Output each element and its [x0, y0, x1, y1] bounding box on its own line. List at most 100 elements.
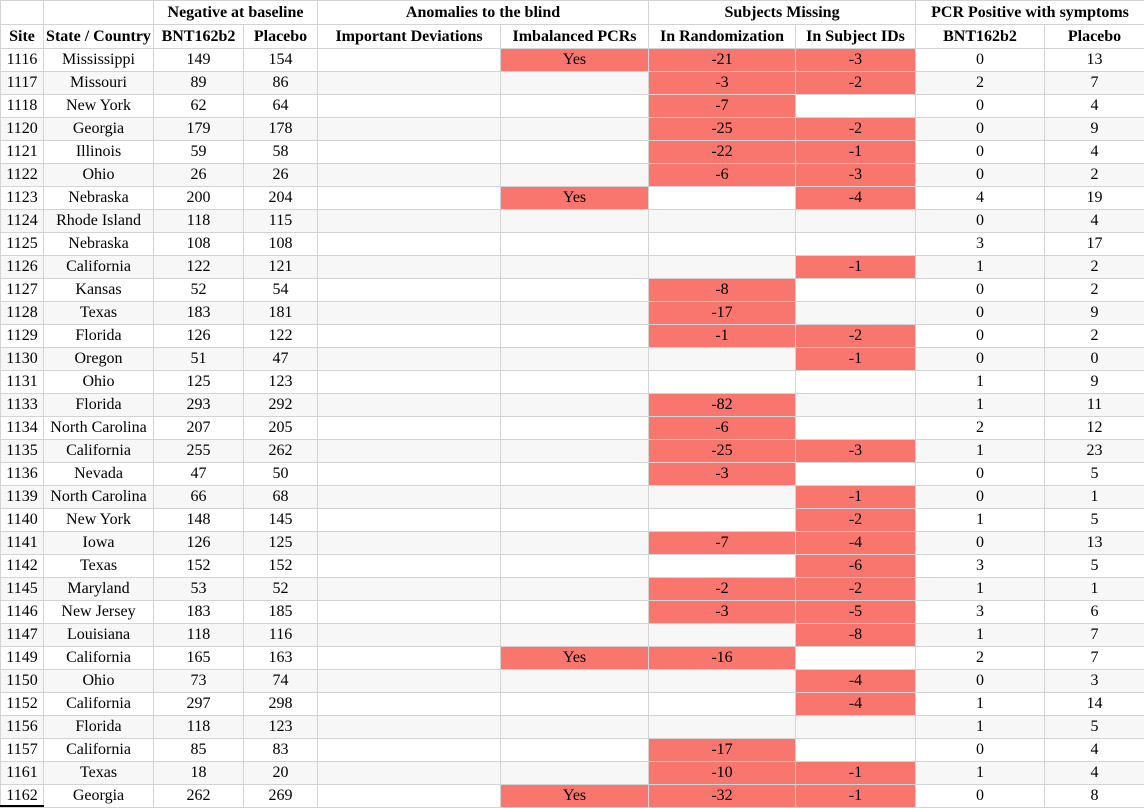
cell-important-deviations — [318, 417, 501, 440]
cell-neg-baseline-placebo: 292 — [244, 394, 318, 417]
cell-missing-in-subject-ids: -2 — [796, 578, 916, 601]
cell-imbalanced-pcrs — [501, 233, 649, 256]
cell-pcr-positive-placebo: 5 — [1045, 463, 1144, 486]
cell-pcr-positive-bnt162b2: 1 — [916, 256, 1045, 279]
cell-missing-in-randomization — [649, 555, 796, 578]
cell-site: 1145 — [1, 578, 44, 601]
cell-state-country: Rhode Island — [44, 210, 154, 233]
col-header-neg-placebo: Placebo — [244, 25, 318, 49]
cell-neg-baseline-bnt162b2: 47 — [154, 463, 244, 486]
cell-state-country: Florida — [44, 394, 154, 417]
cell-missing-in-subject-ids — [796, 463, 916, 486]
cell-missing-in-randomization: -3 — [649, 72, 796, 95]
cell-pcr-positive-placebo: 7 — [1045, 624, 1144, 647]
cell-missing-in-subject-ids — [796, 417, 916, 440]
cell-important-deviations — [318, 716, 501, 739]
cell-neg-baseline-placebo: 74 — [244, 670, 318, 693]
cell-missing-in-subject-ids: -5 — [796, 601, 916, 624]
group-header-pcr-positive: PCR Positive with symptoms — [916, 1, 1144, 25]
cell-neg-baseline-placebo: 115 — [244, 210, 318, 233]
cell-neg-baseline-placebo: 269 — [244, 785, 318, 808]
cell-pcr-positive-bnt162b2: 3 — [916, 601, 1045, 624]
cell-missing-in-randomization: -17 — [649, 739, 796, 762]
cell-neg-baseline-placebo: 154 — [244, 49, 318, 72]
cell-missing-in-randomization — [649, 670, 796, 693]
cell-state-country: Texas — [44, 762, 154, 785]
cell-neg-baseline-bnt162b2: 108 — [154, 233, 244, 256]
cell-state-country: Georgia — [44, 118, 154, 141]
cell-neg-baseline-bnt162b2: 255 — [154, 440, 244, 463]
cell-state-country: New York — [44, 509, 154, 532]
cell-site: 1141 — [1, 532, 44, 555]
cell-site: 1147 — [1, 624, 44, 647]
cell-important-deviations — [318, 463, 501, 486]
cell-missing-in-randomization: -25 — [649, 118, 796, 141]
cell-site: 1128 — [1, 302, 44, 325]
cell-neg-baseline-bnt162b2: 126 — [154, 325, 244, 348]
cell-important-deviations — [318, 785, 501, 808]
cell-imbalanced-pcrs — [501, 256, 649, 279]
cell-site: 1120 — [1, 118, 44, 141]
cell-pcr-positive-bnt162b2: 0 — [916, 279, 1045, 302]
cell-pcr-positive-bnt162b2: 0 — [916, 486, 1045, 509]
cell-missing-in-randomization: -10 — [649, 762, 796, 785]
cell-state-country: Ohio — [44, 670, 154, 693]
cell-site: 1125 — [1, 233, 44, 256]
cell-imbalanced-pcrs — [501, 348, 649, 371]
cell-missing-in-randomization: -2 — [649, 578, 796, 601]
cell-neg-baseline-placebo: 122 — [244, 325, 318, 348]
cell-state-country: New York — [44, 95, 154, 118]
cell-pcr-positive-bnt162b2: 4 — [916, 187, 1045, 210]
cell-neg-baseline-placebo: 262 — [244, 440, 318, 463]
cell-pcr-positive-placebo: 8 — [1045, 785, 1144, 808]
cell-pcr-positive-placebo: 7 — [1045, 72, 1144, 95]
cell-pcr-positive-bnt162b2: 0 — [916, 49, 1045, 72]
cell-pcr-positive-bnt162b2: 1 — [916, 509, 1045, 532]
table-header: Negative at baseline Anomalies to the bl… — [1, 1, 1144, 49]
cell-important-deviations — [318, 394, 501, 417]
cell-imbalanced-pcrs — [501, 532, 649, 555]
cell-neg-baseline-bnt162b2: 51 — [154, 348, 244, 371]
cell-state-country: Nebraska — [44, 233, 154, 256]
cell-imbalanced-pcrs — [501, 486, 649, 509]
cell-neg-baseline-placebo: 181 — [244, 302, 318, 325]
cell-missing-in-randomization: -3 — [649, 601, 796, 624]
cell-neg-baseline-bnt162b2: 148 — [154, 509, 244, 532]
cell-pcr-positive-placebo: 5 — [1045, 716, 1144, 739]
cell-imbalanced-pcrs — [501, 624, 649, 647]
cell-pcr-positive-bnt162b2: 1 — [916, 693, 1045, 716]
cell-imbalanced-pcrs — [501, 164, 649, 187]
cell-state-country: Kansas — [44, 279, 154, 302]
cell-pcr-positive-placebo: 5 — [1045, 555, 1144, 578]
cell-neg-baseline-placebo: 204 — [244, 187, 318, 210]
cell-missing-in-randomization: -32 — [649, 785, 796, 808]
cell-neg-baseline-bnt162b2: 53 — [154, 578, 244, 601]
cell-imbalanced-pcrs — [501, 601, 649, 624]
cell-site: 1136 — [1, 463, 44, 486]
cell-important-deviations — [318, 325, 501, 348]
cell-pcr-positive-placebo: 23 — [1045, 440, 1144, 463]
cell-imbalanced-pcrs — [501, 555, 649, 578]
cell-pcr-positive-placebo: 11 — [1045, 394, 1144, 417]
cell-missing-in-randomization: -1 — [649, 325, 796, 348]
cell-important-deviations — [318, 302, 501, 325]
cell-site: 1131 — [1, 371, 44, 394]
cell-state-country: Missouri — [44, 72, 154, 95]
cell-neg-baseline-placebo: 121 — [244, 256, 318, 279]
cell-pcr-positive-placebo: 4 — [1045, 141, 1144, 164]
cell-important-deviations — [318, 95, 501, 118]
cell-important-deviations — [318, 693, 501, 716]
cell-neg-baseline-placebo: 52 — [244, 578, 318, 601]
cell-state-country: California — [44, 440, 154, 463]
cell-missing-in-subject-ids: -3 — [796, 440, 916, 463]
cell-pcr-positive-placebo: 13 — [1045, 532, 1144, 555]
cell-missing-in-randomization — [649, 233, 796, 256]
cell-site: 1121 — [1, 141, 44, 164]
